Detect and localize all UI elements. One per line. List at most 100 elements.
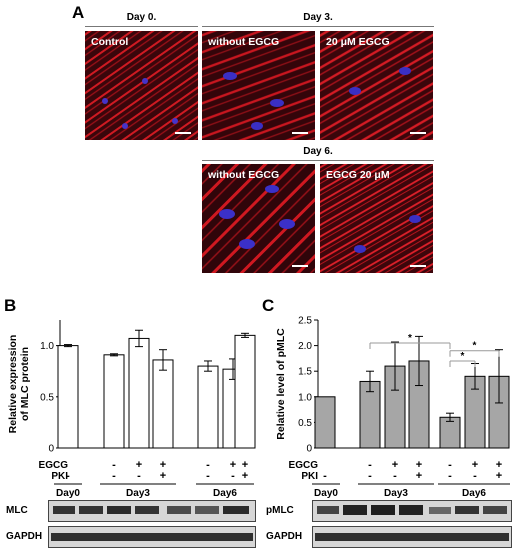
- y-tick-label: 0.5: [298, 418, 312, 429]
- egcg-row-label: EGCG: [289, 460, 319, 471]
- pki-mark: +: [416, 470, 422, 482]
- bar: [152, 359, 174, 449]
- image-label: without EGCG: [208, 169, 280, 181]
- pki-mark: -: [112, 470, 116, 482]
- pki-mark: -: [473, 470, 477, 482]
- group-label: Day0: [314, 488, 338, 499]
- group-label: Day6: [213, 488, 237, 499]
- pki-row-label: PKI: [51, 471, 68, 482]
- blot-bands: [53, 506, 249, 514]
- blot-gapdh: [48, 526, 256, 548]
- pki-mark: +: [160, 470, 166, 482]
- pki-mark: -: [368, 470, 372, 482]
- pki-mark: -: [393, 470, 397, 482]
- micrograph-day3-without-egcg: without EGCG: [202, 31, 315, 140]
- y-tick-label: 1.0: [298, 392, 312, 403]
- y-axis-label: Relative expression: [7, 335, 19, 434]
- group-label: Day3: [384, 488, 408, 499]
- blot-label-mlc: MLC: [6, 505, 28, 516]
- image-label: Control: [91, 36, 129, 48]
- egcg-mark: +: [230, 459, 236, 471]
- scale-bar: [292, 132, 308, 134]
- pki-mark: -: [66, 470, 70, 482]
- fiber-texture: [320, 164, 433, 273]
- egcg-mark: -: [448, 459, 452, 471]
- pki-row-label: PKI: [301, 471, 318, 482]
- bar: [57, 345, 79, 449]
- scale-bar: [410, 132, 426, 134]
- fiber-texture: [202, 164, 315, 273]
- blot-bands: [317, 505, 507, 515]
- y-tick-label: 2.0: [298, 341, 312, 352]
- day0-divider: [85, 26, 198, 27]
- egcg-mark: +: [392, 459, 398, 471]
- egcg-mark: -: [368, 459, 372, 471]
- y-axis-label: of MLC protein: [19, 347, 31, 421]
- y-tick-label: 1.0: [40, 341, 54, 352]
- blot-label-gapdh: GAPDH: [6, 531, 43, 542]
- pki-mark: +: [496, 470, 502, 482]
- blot-bands: [51, 533, 253, 541]
- image-label: EGCG 20 μM: [326, 169, 390, 181]
- fiber-texture: [202, 31, 315, 140]
- bar: [439, 416, 461, 449]
- blot-gapdh-c: [312, 526, 512, 548]
- y-tick-label: 0: [48, 444, 54, 455]
- group-label: Day0: [56, 488, 80, 499]
- bar: [103, 354, 125, 449]
- micrograph-day3-20um-egcg: 20 μM EGCG: [320, 31, 433, 140]
- panel-c-chart: 0 0.5 1.0 1.5 2.0 2.5 Relative level of pMLC EG…: [275, 316, 510, 499]
- image-label: without EGCG: [208, 36, 280, 48]
- y-tick-label: 2.5: [298, 316, 312, 327]
- fiber-texture: [85, 31, 198, 140]
- fiber-texture: [320, 31, 433, 140]
- image-label: 20 μM EGCG: [326, 36, 390, 48]
- panel-b-chart: 0 0.5 1.0 Relative expression of MLC protein…: [7, 320, 256, 499]
- scale-bar: [175, 132, 191, 134]
- egcg-mark: +: [160, 459, 166, 471]
- group-label: Day6: [462, 488, 486, 499]
- blot-label-gapdh-c: GAPDH: [266, 531, 303, 542]
- pki-mark: -: [206, 470, 210, 482]
- panel-a-letter: A: [72, 3, 85, 22]
- pki-mark: -: [231, 470, 235, 482]
- day3-header: Day 3.: [303, 12, 333, 23]
- pki-mark: -: [323, 470, 327, 482]
- scale-bar: [410, 265, 426, 267]
- pki-mark: +: [242, 470, 248, 482]
- blot-pmlc: [312, 500, 512, 522]
- panel-c-letter: C: [262, 296, 275, 315]
- day3-divider: [202, 26, 434, 27]
- micrograph-day0-control: Control: [85, 31, 198, 140]
- group-label: Day3: [126, 488, 150, 499]
- egcg-mark: +: [136, 459, 142, 471]
- y-tick-label: 1.5: [298, 367, 312, 378]
- bar: [234, 334, 256, 449]
- pki-mark: -: [448, 470, 452, 482]
- significance-star: *: [473, 341, 477, 352]
- y-tick-label: 0.5: [40, 392, 54, 403]
- egcg-mark: +: [242, 459, 248, 471]
- egcg-mark: +: [496, 459, 502, 471]
- egcg-mark: +: [416, 459, 422, 471]
- bar: [128, 337, 150, 449]
- blot-label-pmlc: pMLC: [266, 505, 294, 516]
- egcg-mark: -: [206, 459, 210, 471]
- day6-divider: [202, 160, 434, 161]
- micrograph-day6-egcg-20um: EGCG 20 μM: [320, 164, 433, 273]
- y-axis-label: Relative level of pMLC: [275, 328, 287, 440]
- bar: [197, 365, 219, 449]
- day6-header: Day 6.: [303, 146, 333, 157]
- panel-b-letter: B: [4, 296, 17, 315]
- bar: [314, 396, 336, 449]
- egcg-mark: +: [472, 459, 478, 471]
- day0-header: Day 0.: [126, 12, 157, 23]
- scale-bar: [292, 265, 308, 267]
- significance-star: *: [461, 351, 465, 362]
- egcg-row-label: EGCG: [39, 460, 69, 471]
- egcg-mark: -: [112, 459, 116, 471]
- blot-mlc: [48, 500, 256, 522]
- y-tick-label: 0: [306, 444, 312, 455]
- blot-bands: [315, 533, 509, 541]
- pki-mark: -: [137, 470, 141, 482]
